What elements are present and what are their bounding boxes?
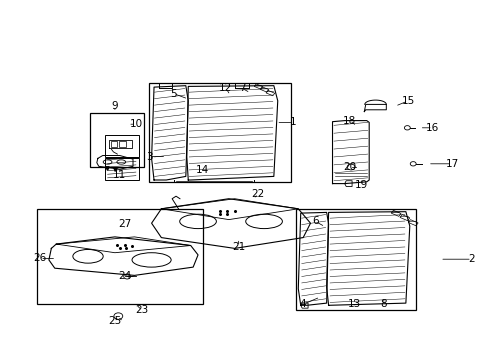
Text: 9: 9 bbox=[111, 101, 118, 111]
Text: 19: 19 bbox=[354, 180, 368, 190]
Text: 8: 8 bbox=[380, 299, 386, 309]
Text: 24: 24 bbox=[118, 271, 131, 282]
Bar bbox=[105, 158, 139, 180]
Text: 21: 21 bbox=[231, 242, 245, 252]
Bar bbox=[265, 90, 274, 96]
Text: 6: 6 bbox=[311, 216, 318, 226]
Bar bbox=[90, 113, 144, 167]
Text: 4: 4 bbox=[299, 299, 306, 309]
Bar bbox=[105, 135, 139, 157]
Bar bbox=[399, 215, 409, 221]
Bar bbox=[295, 209, 415, 310]
Text: 13: 13 bbox=[347, 299, 361, 309]
Text: 27: 27 bbox=[118, 219, 131, 229]
Text: 1: 1 bbox=[289, 117, 296, 127]
Text: 2: 2 bbox=[468, 254, 474, 264]
Text: 26: 26 bbox=[33, 253, 47, 264]
Text: 18: 18 bbox=[342, 116, 356, 126]
Bar bbox=[407, 220, 417, 226]
Text: 11: 11 bbox=[113, 170, 126, 180]
Text: 10: 10 bbox=[129, 119, 142, 129]
Text: 15: 15 bbox=[401, 96, 414, 106]
Text: 3: 3 bbox=[145, 152, 152, 162]
Text: 16: 16 bbox=[425, 123, 439, 133]
Text: 25: 25 bbox=[108, 316, 122, 326]
Bar bbox=[254, 84, 263, 89]
Bar bbox=[110, 141, 117, 147]
Text: 12: 12 bbox=[219, 83, 232, 93]
Bar bbox=[119, 141, 126, 147]
Bar bbox=[149, 83, 290, 182]
Text: 5: 5 bbox=[170, 89, 177, 99]
Bar bbox=[37, 209, 203, 304]
Text: 17: 17 bbox=[445, 159, 458, 169]
Text: 14: 14 bbox=[196, 165, 209, 175]
Text: 23: 23 bbox=[135, 305, 148, 315]
Text: 7: 7 bbox=[238, 83, 245, 93]
Text: 20: 20 bbox=[343, 162, 355, 172]
Bar bbox=[260, 87, 268, 92]
Text: 22: 22 bbox=[251, 189, 264, 199]
Bar bbox=[390, 210, 400, 216]
